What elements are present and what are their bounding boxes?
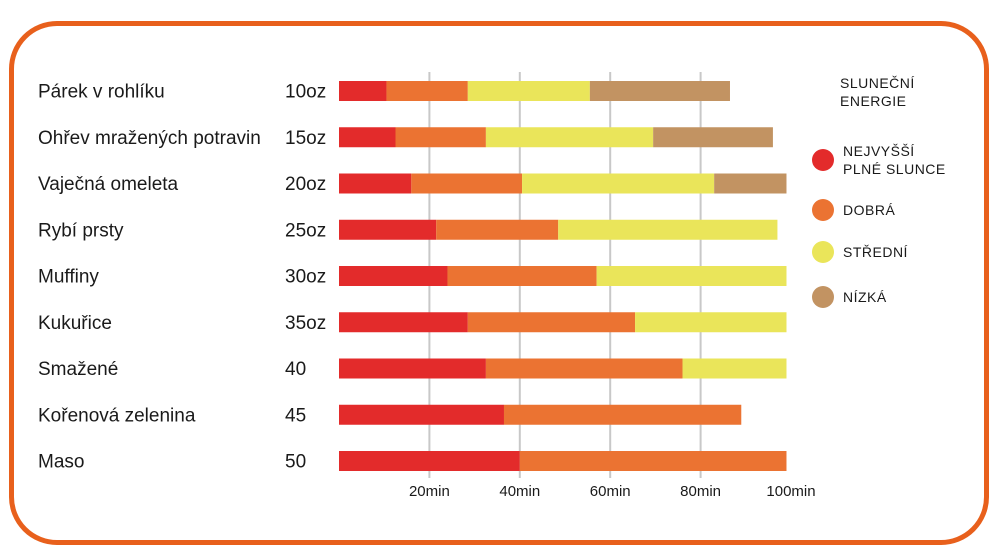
x-tick-label: 60min	[590, 483, 631, 500]
x-tick-label: 80min	[680, 483, 721, 500]
x-tick-label: 100min	[766, 483, 815, 500]
bar-segment-2	[503, 404, 742, 425]
row-quantity: 50	[285, 452, 306, 473]
row-label: Kukuřice	[38, 313, 112, 334]
bar-segment-2	[447, 266, 597, 286]
bar-segment-2	[386, 81, 468, 101]
row-quantity: 40	[285, 359, 306, 380]
legend-swatch	[812, 241, 834, 263]
bar-segment-3	[485, 127, 654, 148]
legend-title: ENERGIE	[840, 93, 907, 109]
legend-swatch	[812, 286, 834, 308]
bar-segment-1	[339, 266, 448, 286]
bar-segment-2	[436, 219, 559, 240]
bar-segment-4	[714, 173, 787, 194]
legend-label: STŘEDNÍ	[843, 244, 908, 260]
x-tick-label: 40min	[499, 483, 540, 500]
row-quantity: 25oz	[285, 220, 326, 241]
bar-segment-1	[339, 312, 468, 333]
bar-segment-3	[596, 266, 787, 286]
row-quantity: 10oz	[285, 82, 326, 103]
x-tick-label: 20min	[409, 483, 450, 500]
bar-segment-3	[522, 173, 715, 194]
bar-segment-1	[339, 173, 412, 194]
row-quantity: 20oz	[285, 174, 326, 195]
bar-segment-3	[682, 358, 787, 379]
legend-label: PLNÉ SLUNCE	[843, 161, 946, 177]
row-label: Párek v rohlíku	[38, 82, 165, 103]
bar-segment-2	[411, 173, 523, 194]
bar-segment-2	[467, 312, 636, 333]
legend-swatch	[812, 199, 834, 221]
bar-segment-1	[339, 404, 504, 425]
legend-label: NÍZKÁ	[843, 289, 887, 305]
bar-segment-3	[558, 219, 778, 240]
row-quantity: 35oz	[285, 313, 326, 334]
bar-segment-1	[339, 127, 396, 148]
bar-segment-1	[339, 219, 437, 240]
bar-segment-3	[467, 81, 590, 101]
bar-segment-1	[339, 451, 520, 471]
bar-segment-2	[395, 127, 486, 148]
row-label: Kořenová zelenina	[38, 405, 196, 426]
row-label: Vaječná omeleta	[38, 174, 179, 195]
row-quantity: 30oz	[285, 267, 326, 288]
row-quantity: 45	[285, 405, 306, 426]
legend-swatch	[812, 149, 834, 171]
row-label: Ohřev mražených potravin	[38, 128, 261, 149]
row-label: Smažené	[38, 359, 118, 380]
bar-segment-4	[653, 127, 773, 148]
bar-segment-4	[589, 81, 730, 101]
legend-label: NEJVYŠŠÍ	[843, 143, 915, 159]
row-quantity: 15oz	[285, 128, 326, 149]
bar-segment-1	[339, 358, 486, 379]
bar-segment-3	[635, 312, 787, 333]
bar-segment-2	[485, 358, 683, 379]
bar-segment-2	[519, 451, 787, 471]
row-label: Muffiny	[38, 267, 99, 288]
row-label: Rybí prsty	[38, 220, 124, 241]
row-label: Maso	[38, 452, 84, 473]
legend-title: SLUNEČNÍ	[840, 75, 915, 91]
bar-segment-1	[339, 81, 387, 101]
legend-label: DOBRÁ	[843, 202, 895, 218]
